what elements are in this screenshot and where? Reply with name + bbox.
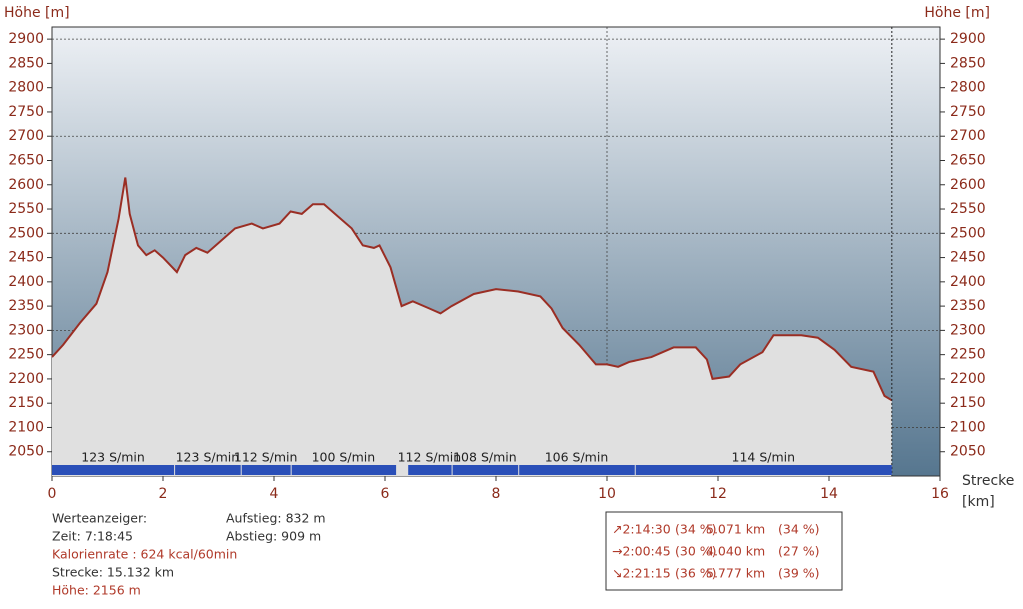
x-tick-label: 10 [598, 486, 616, 502]
x-tick-label: 2 [159, 486, 168, 502]
summary-cell: ↗2:14:30 [612, 522, 671, 537]
summary-box [605, 511, 843, 591]
y2-tick-label: 2850 [950, 55, 986, 71]
y-tick-label: 2550 [8, 201, 44, 217]
x-tick-label: 8 [492, 486, 501, 502]
line [51, 177, 893, 402]
cadence-label: 123 S/min [176, 450, 240, 465]
y-tick-label: 2350 [8, 298, 44, 314]
y2-tick-label: 2100 [950, 419, 986, 435]
y2-tick-label: 2250 [950, 347, 986, 363]
summary-cell: (36 %) [675, 566, 717, 581]
y-tick-label: 2650 [8, 152, 44, 168]
cadence-bar [635, 465, 892, 475]
y-tick-label: 2300 [8, 322, 44, 338]
x-tick-label: 6 [381, 486, 390, 502]
area [52, 177, 892, 476]
y-tick-label: 2250 [8, 347, 44, 363]
summary-cell: (39 %) [778, 566, 820, 581]
cadence-label: 112 S/min [398, 450, 462, 465]
y2-tick-label: 2450 [950, 250, 986, 266]
x-axis-unit: [km] [962, 494, 995, 510]
cadence-label: 112 S/min [234, 450, 298, 465]
stat: Werteanzeiger: [52, 511, 147, 526]
y-tick-label: 2450 [8, 250, 44, 266]
y2-tick-label: 2200 [950, 371, 986, 387]
y-tick-label: 2400 [8, 274, 44, 290]
y2-tick-label: 2500 [950, 225, 986, 241]
cadence-bar [452, 465, 519, 475]
cadence-bar [241, 465, 291, 475]
summary-cell: (34 %) [778, 522, 820, 537]
summary-cell: (34 %) [675, 522, 717, 537]
y-tick-label: 2850 [8, 55, 44, 71]
y-tick-label: 2800 [8, 80, 44, 96]
x-tick-label: 0 [48, 486, 57, 502]
y2-axis-label: Höhe [m] [924, 5, 990, 21]
x-tick-label: 4 [270, 486, 279, 502]
y2-tick-label: 2050 [950, 444, 986, 460]
y-tick-label: 2500 [8, 225, 44, 241]
cadence-label: 123 S/min [81, 450, 145, 465]
cadence-label: 106 S/min [545, 450, 609, 465]
cadence-bar [408, 465, 452, 475]
y2-tick-label: 2150 [950, 395, 986, 411]
x-tick-label: 16 [931, 486, 949, 502]
cadence-bar [52, 465, 175, 475]
stat: Kalorienrate : 624 kcal/60min [52, 547, 237, 562]
y2-tick-label: 2300 [950, 322, 986, 338]
cadence-label: 108 S/min [453, 450, 517, 465]
summary-cell: →2:00:45 [612, 544, 671, 559]
y-tick-label: 2200 [8, 371, 44, 387]
y-tick-label: 2600 [8, 177, 44, 193]
x-axis-label: Strecke [962, 473, 1014, 489]
y2-tick-label: 2550 [950, 201, 986, 217]
stat: Strecke: 15.132 km [52, 565, 174, 580]
stat: Abstieg: 909 m [226, 529, 321, 544]
cadence-bar [519, 465, 635, 475]
y-tick-label: 2100 [8, 419, 44, 435]
summary-cell: 5.071 km [706, 522, 765, 537]
y-tick-label: 2900 [8, 31, 44, 47]
x-tick-label: 14 [820, 486, 838, 502]
summary-cell: ↘2:21:15 [612, 566, 671, 581]
summary-cell: 5.777 km [706, 566, 765, 581]
y-axis-label: Höhe [m] [4, 5, 70, 21]
stat: Zeit: 7:18:45 [52, 529, 133, 544]
y2-tick-label: 2650 [950, 152, 986, 168]
y2-tick-label: 2600 [950, 177, 986, 193]
y2-tick-label: 2700 [950, 128, 986, 144]
cadence-bar [291, 465, 397, 475]
stat: Aufstieg: 832 m [226, 511, 326, 526]
y-tick-label: 2700 [8, 128, 44, 144]
cadence-label: 100 S/min [312, 450, 376, 465]
y-tick-label: 2150 [8, 395, 44, 411]
y2-tick-label: 2900 [950, 31, 986, 47]
y2-tick-label: 2750 [950, 104, 986, 120]
y2-tick-label: 2800 [950, 80, 986, 96]
stat: Höhe: 2156 m [52, 583, 141, 598]
summary-cell: (30 %) [675, 544, 717, 559]
stats: Werteanzeiger: Zeit: 7:18:45 Kalorienrat… [52, 511, 326, 598]
cadence-bar [175, 465, 241, 475]
y2-tick-label: 2400 [950, 274, 986, 290]
y-tick-label: 2750 [8, 104, 44, 120]
summary-cell: 4.040 km [706, 544, 765, 559]
y-tick-label: 2050 [8, 444, 44, 460]
x-tick-label: 12 [709, 486, 727, 502]
cadence-label: 114 S/min [732, 450, 796, 465]
y2-tick-label: 2350 [950, 298, 986, 314]
summary-cell: (27 %) [778, 544, 820, 559]
